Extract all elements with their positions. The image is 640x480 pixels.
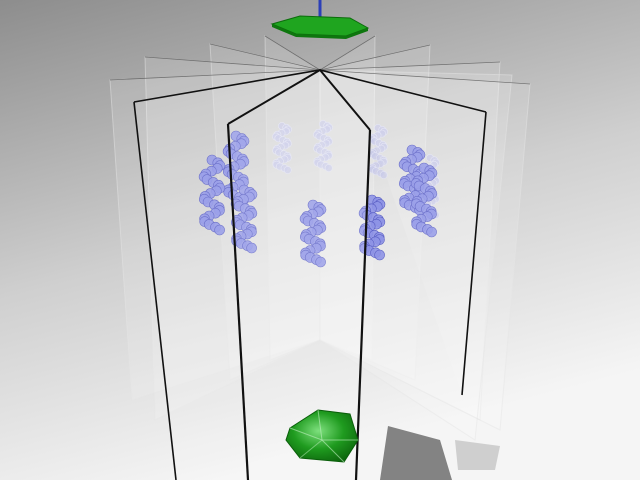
helix-h2 (230, 184, 258, 254)
helix-bead (283, 166, 292, 174)
floor-shadow-faint (455, 440, 500, 470)
helix-h9 (313, 120, 333, 172)
helix-h5 (410, 162, 438, 238)
helix-h1 (198, 154, 226, 236)
helix-bead (246, 242, 257, 254)
helix-bead (379, 171, 388, 179)
helix-bead (315, 256, 326, 268)
bottom-gem (285, 409, 359, 463)
helix-layer (198, 120, 440, 268)
helix-bead (374, 249, 385, 261)
helix-h3 (299, 199, 327, 268)
top-cap-edge (272, 24, 368, 39)
helix-bead (426, 226, 437, 238)
front-panels (133, 68, 487, 480)
apex-edges (109, 35, 531, 85)
helix-bead (324, 164, 333, 172)
floor-shadow (380, 426, 452, 480)
helix-h8 (272, 122, 292, 174)
helix-bead (214, 224, 225, 236)
